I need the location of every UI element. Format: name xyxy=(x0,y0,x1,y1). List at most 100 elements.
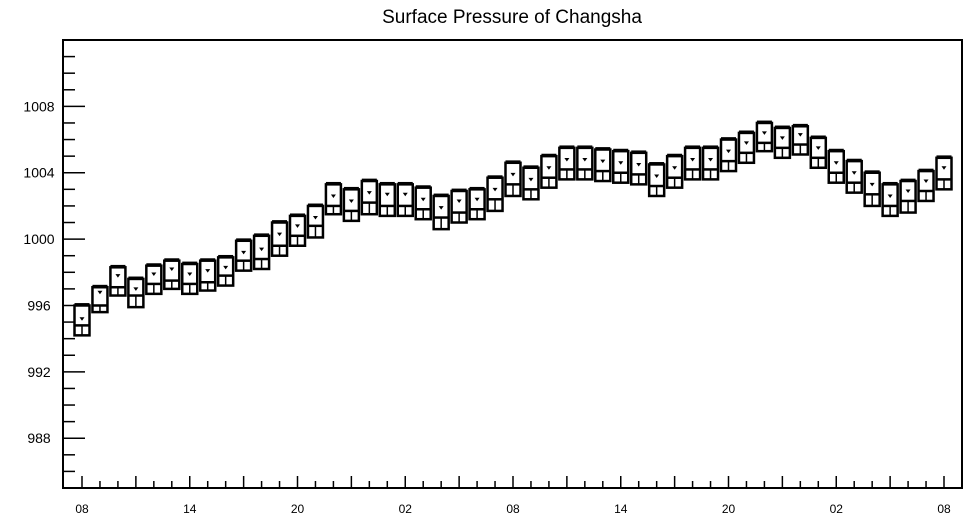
y-tick-label: 992 xyxy=(27,364,51,380)
box-mean-marker xyxy=(833,161,839,165)
box-item xyxy=(432,193,450,231)
box-item xyxy=(414,185,432,221)
box-item xyxy=(719,137,738,173)
box-item xyxy=(324,181,343,216)
box-mean-marker xyxy=(259,247,265,252)
box-mean-marker xyxy=(618,161,624,165)
box-mean-marker xyxy=(295,224,300,228)
box-item xyxy=(629,150,648,186)
box-item xyxy=(737,130,756,165)
box-item xyxy=(755,120,774,153)
box-mean-marker xyxy=(115,274,121,278)
box-mean-marker xyxy=(761,131,767,135)
box-item xyxy=(342,186,361,223)
box-item xyxy=(863,170,881,208)
box-mean-marker xyxy=(420,197,426,202)
box-mean-marker xyxy=(582,157,588,162)
box-item xyxy=(665,153,684,189)
box-item xyxy=(594,147,612,183)
box-item xyxy=(576,145,594,181)
x-tick-label: 08 xyxy=(75,502,89,516)
box-item xyxy=(773,125,792,160)
box-mean-marker xyxy=(133,287,139,291)
box-mean-marker xyxy=(743,141,749,145)
box-item xyxy=(917,168,935,203)
y-tick-label: 988 xyxy=(27,430,51,446)
box-mean-marker xyxy=(384,192,390,197)
box-item xyxy=(109,264,127,297)
box-mean-marker xyxy=(708,157,714,162)
box-item xyxy=(522,165,540,201)
box-mean-marker xyxy=(438,206,444,210)
box-item xyxy=(647,162,666,198)
box-mean-marker xyxy=(869,182,875,187)
x-tick-label: 02 xyxy=(399,502,413,516)
box-item xyxy=(288,213,307,247)
box-mean-marker xyxy=(636,162,642,167)
box-item xyxy=(827,148,845,184)
x-tick-label: 20 xyxy=(291,502,305,516)
box-mean-marker xyxy=(312,216,318,220)
box-mean-marker xyxy=(797,133,803,137)
box-mean-marker xyxy=(187,272,193,276)
x-tick-label: 14 xyxy=(183,502,197,516)
box-item xyxy=(899,178,917,214)
box-item xyxy=(181,261,199,296)
box-mean-marker xyxy=(672,166,678,170)
box-mean-marker xyxy=(223,265,229,270)
box-item xyxy=(270,220,289,257)
box-mean-marker xyxy=(546,166,552,170)
box-mean-marker xyxy=(510,172,516,177)
box-item xyxy=(791,123,810,156)
box-mean-marker xyxy=(887,194,893,198)
box-item xyxy=(450,188,468,224)
box-item xyxy=(360,178,379,216)
box-item xyxy=(683,145,702,181)
y-tick-label: 1008 xyxy=(23,98,54,114)
box-item xyxy=(396,181,414,218)
box-mean-marker xyxy=(941,166,947,170)
x-tick-label: 14 xyxy=(614,502,628,516)
box-item xyxy=(127,276,145,309)
chart-title: Surface Pressure of Changsha xyxy=(382,7,642,28)
box-mean-marker xyxy=(905,189,911,193)
box-item xyxy=(540,153,558,189)
box-item xyxy=(612,148,630,184)
box-item xyxy=(935,155,953,191)
box-item xyxy=(881,181,899,218)
box-mean-marker xyxy=(151,272,157,276)
box-mean-marker xyxy=(474,197,480,202)
box-mean-marker xyxy=(815,146,821,150)
box-item xyxy=(216,254,235,287)
box-item xyxy=(306,203,325,239)
box-item xyxy=(504,160,522,198)
box-mean-marker xyxy=(779,136,785,140)
box-item xyxy=(73,303,91,337)
box-mean-marker xyxy=(97,290,103,295)
x-tick-label: 08 xyxy=(937,502,951,516)
box-item xyxy=(378,181,397,218)
box-mean-marker xyxy=(923,179,929,184)
box-mean-marker xyxy=(330,194,336,198)
box-mean-marker xyxy=(654,174,660,179)
box-mean-marker xyxy=(169,267,175,271)
box-mean-marker xyxy=(348,199,354,203)
box-mean-marker xyxy=(600,159,606,164)
box-item xyxy=(252,233,271,271)
box-item xyxy=(145,263,163,296)
x-tick-label: 20 xyxy=(722,502,736,516)
box-mean-marker xyxy=(205,269,211,273)
box-mean-marker xyxy=(241,250,247,255)
box-mean-marker xyxy=(564,157,570,162)
box-series xyxy=(73,120,953,337)
box-mean-marker xyxy=(366,191,372,195)
box-item xyxy=(234,238,253,272)
box-mean-marker xyxy=(277,232,283,237)
box-item xyxy=(558,145,576,181)
box-item xyxy=(468,186,486,221)
box-mean-marker xyxy=(528,177,534,182)
box-item xyxy=(701,145,720,181)
box-mean-marker xyxy=(79,317,85,321)
y-axis: 988 992 996 1000 1004 1008 xyxy=(23,39,85,489)
